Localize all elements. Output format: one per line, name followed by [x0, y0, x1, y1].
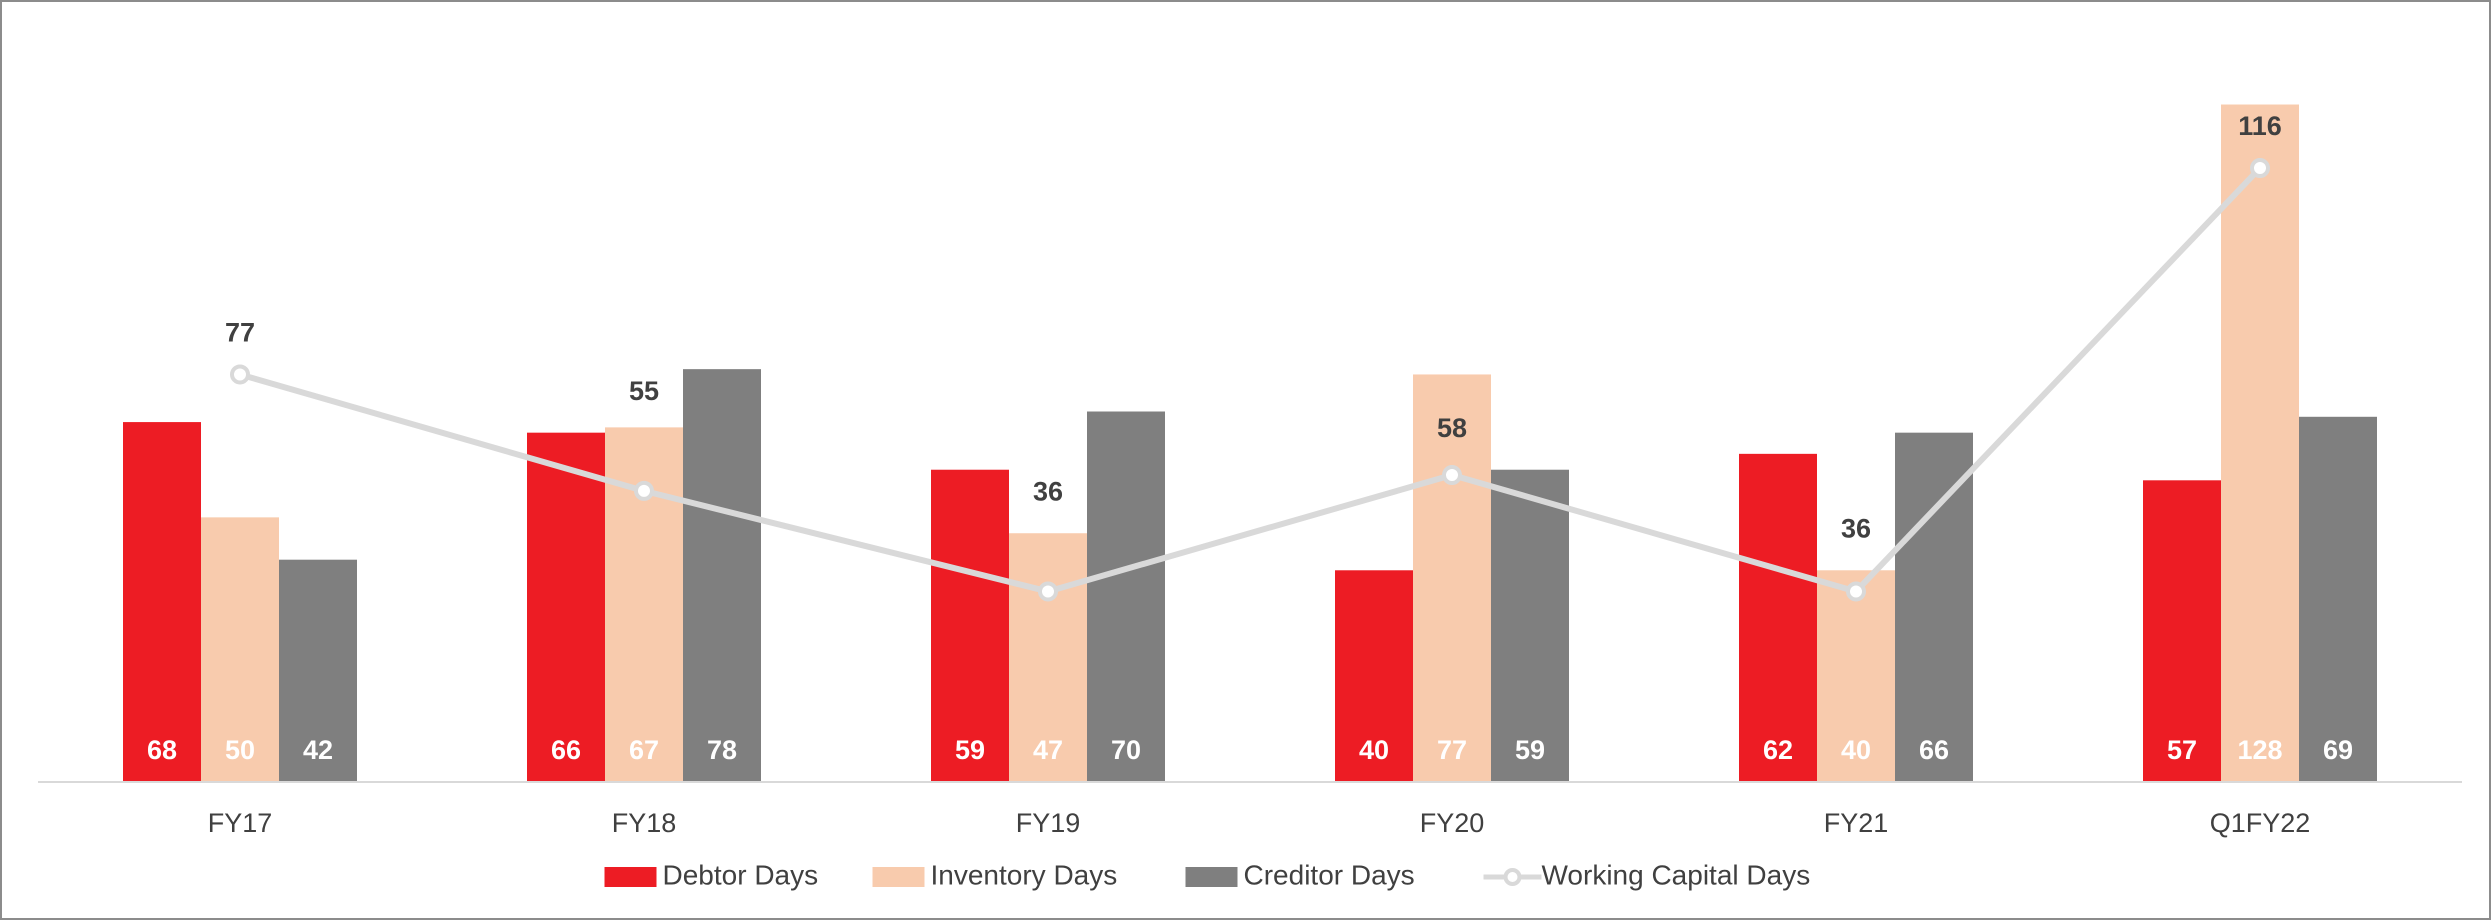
bar-value-label: 62: [1763, 735, 1793, 765]
bar-value-label: 66: [1919, 735, 1949, 765]
x-tick-label: FY19: [1016, 808, 1081, 838]
bar: [1335, 570, 1413, 782]
line-point: [2250, 158, 2270, 179]
bar-value-label: 128: [2237, 735, 2282, 765]
bar: [1009, 533, 1087, 782]
legend-label: Working Capital Days: [1542, 859, 1811, 890]
bar-value-label: 50: [225, 735, 255, 765]
bar-value-label: 42: [303, 735, 333, 765]
bar: [279, 559, 357, 782]
line-value-label: 58: [1437, 413, 1467, 443]
line-point: [634, 480, 654, 501]
line-value-label: 77: [225, 318, 255, 348]
bar: [1413, 374, 1491, 782]
x-tick-label: FY17: [208, 808, 273, 838]
bar: [527, 432, 605, 782]
bar-value-label: 59: [1515, 735, 1545, 765]
bar-value-label: 77: [1437, 735, 1467, 765]
bar: [1491, 469, 1569, 782]
bar-value-label: 78: [707, 735, 737, 765]
x-tick-label: Q1FY22: [2210, 808, 2311, 838]
line-value-label: 116: [2238, 111, 2282, 141]
x-tick-label: FY18: [612, 808, 677, 838]
line-value-label: 36: [1841, 513, 1871, 543]
legend-label: Inventory Days: [931, 859, 1118, 890]
line-point: [1442, 465, 1462, 486]
bar: [1739, 453, 1817, 782]
legend-label: Creditor Days: [1244, 859, 1415, 890]
bar-value-label: 40: [1841, 735, 1871, 765]
line-point: [1846, 581, 1866, 602]
bar: [683, 369, 761, 782]
bar: [2221, 104, 2299, 782]
bar: [931, 469, 1009, 782]
bar: [2143, 480, 2221, 782]
legend-swatch: [604, 867, 657, 887]
bar: [1895, 432, 1973, 782]
legend-swatch: [1503, 868, 1522, 886]
bar-value-label: 67: [629, 735, 659, 765]
bar: [1817, 570, 1895, 782]
line-value-label: 36: [1033, 476, 1063, 506]
bar-value-label: 59: [955, 735, 985, 765]
bar-value-label: 57: [2167, 735, 2197, 765]
bar: [201, 517, 279, 782]
line: [239, 165, 2263, 595]
bar-value-label: 70: [1111, 735, 1141, 765]
x-tick-label: FY21: [1824, 808, 1889, 838]
line-value-label: 55: [629, 376, 659, 406]
bar-value-label: 40: [1359, 735, 1389, 765]
bar-value-label: 66: [551, 735, 581, 765]
line-point: [230, 364, 250, 385]
bar-value-label: 69: [2323, 735, 2353, 765]
bar-value-label: 47: [1033, 735, 1063, 765]
bar: [2299, 416, 2377, 782]
bar: [123, 422, 201, 782]
line-point: [1038, 581, 1058, 602]
bar: [1087, 411, 1165, 782]
legend-swatch: [872, 867, 925, 887]
legend-swatch: [1185, 867, 1238, 887]
x-tick-label: FY20: [1420, 808, 1485, 838]
bar-value-label: 68: [147, 735, 177, 765]
legend-label: Debtor Days: [663, 859, 819, 890]
